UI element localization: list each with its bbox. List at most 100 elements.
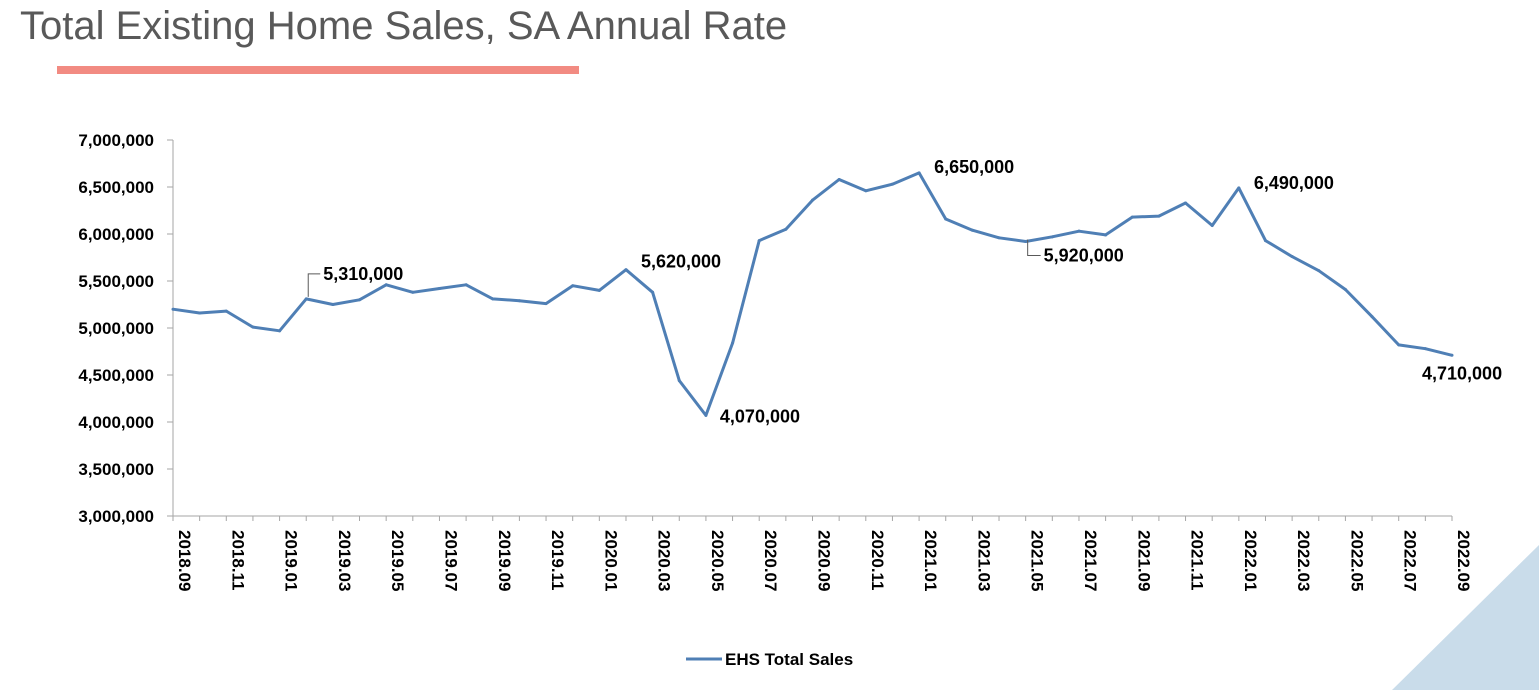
data-point — [1370, 315, 1374, 319]
data-point — [811, 198, 814, 202]
data-point — [491, 297, 495, 301]
data-point — [517, 299, 521, 303]
data-point — [837, 177, 841, 181]
data-point — [757, 239, 761, 243]
x-tick-label: 2020.03 — [655, 530, 674, 591]
data-point — [597, 288, 601, 292]
data-point — [1450, 353, 1454, 357]
y-tick-label: 6,000,000 — [78, 225, 154, 244]
x-tick-label: 2021.05 — [1028, 530, 1047, 591]
data-point — [251, 325, 255, 329]
x-tick-label: 2019.09 — [495, 530, 514, 591]
x-tick-label: 2022.05 — [1347, 530, 1366, 591]
page-title: Total Existing Home Sales, SA Annual Rat… — [20, 4, 788, 48]
x-tick-label: 2018.11 — [228, 530, 247, 591]
y-axis: 3,000,000 3,500,000 4,000,000 4,500,000 5,00… — [78, 131, 174, 526]
data-point — [437, 287, 441, 291]
data-label: 4,070,000 — [720, 406, 800, 426]
data-point — [677, 379, 681, 383]
data-label-leader — [307, 273, 321, 297]
data-point — [1317, 269, 1321, 273]
data-point — [1157, 214, 1161, 218]
data-point — [624, 268, 628, 272]
x-tick-label: 2019.03 — [335, 530, 354, 591]
x-tick-label: 2019.01 — [282, 530, 301, 591]
data-point — [997, 236, 1001, 240]
data-point — [970, 228, 974, 232]
x-tick-label: 2019.07 — [441, 530, 460, 591]
x-tick-label: 2022.01 — [1241, 530, 1260, 591]
series-layer — [171, 171, 1454, 417]
x-axis: 2018.09 2018.11 2019.01 2019.03 2019.05 2019.… — [172, 515, 1473, 591]
data-point — [1024, 240, 1028, 244]
data-point — [1263, 239, 1267, 243]
data-point — [1130, 215, 1134, 219]
x-tick-label: 2021.11 — [1188, 530, 1207, 591]
data-point — [1237, 186, 1241, 190]
data-point — [411, 290, 415, 294]
x-tick-label: 2022.03 — [1294, 530, 1313, 591]
data-label-leader — [1027, 239, 1041, 257]
data-label: 5,310,000 — [323, 264, 403, 284]
data-point — [384, 283, 388, 287]
x-tick-label: 2019.11 — [548, 530, 567, 591]
data-point — [651, 290, 655, 294]
data-point — [1397, 343, 1401, 347]
x-tick-label: 2020.01 — [601, 530, 620, 591]
x-tick-label: 2020.11 — [868, 530, 887, 591]
data-point — [198, 311, 202, 315]
data-label: 5,620,000 — [641, 252, 721, 272]
data-point — [1343, 287, 1347, 291]
data-point — [464, 283, 468, 287]
title-underline — [57, 66, 579, 74]
annotation-layer: 5,310,000 5,620,000 4,070,000 6,650,000 5,92… — [307, 157, 1502, 426]
series-line-ehs-total-sales — [172, 171, 1453, 417]
data-label: 5,920,000 — [1044, 246, 1124, 266]
y-tick-label: 4,000,000 — [78, 413, 154, 432]
y-tick-label: 7,000,000 — [78, 131, 154, 150]
y-tick-label: 4,500,000 — [78, 366, 154, 385]
data-point — [1077, 229, 1081, 233]
x-tick-label: 2021.01 — [921, 530, 940, 591]
legend-label: EHS Total Sales — [725, 650, 853, 669]
data-point — [171, 307, 175, 311]
y-tick-label: 5,000,000 — [78, 319, 154, 338]
data-point — [1050, 235, 1054, 239]
x-tick-label: 2021.07 — [1081, 530, 1100, 591]
data-point — [1104, 233, 1108, 237]
data-point — [1184, 201, 1188, 205]
data-label: 4,710,000 — [1422, 363, 1502, 383]
x-tick-label: 2021.03 — [974, 530, 993, 591]
data-point — [571, 284, 575, 288]
x-tick-label: 2021.09 — [1134, 530, 1153, 591]
data-point — [704, 413, 708, 417]
data-point — [864, 189, 868, 193]
y-tick-label: 5,500,000 — [78, 272, 154, 291]
y-tick-label: 3,000,000 — [78, 507, 154, 526]
x-tick-label: 2020.09 — [815, 530, 834, 591]
data-point — [304, 297, 308, 301]
x-tick-label: 2020.05 — [708, 530, 727, 591]
x-tick-label: 2019.05 — [388, 530, 407, 591]
data-point — [917, 171, 921, 175]
data-point — [1290, 255, 1294, 259]
data-point — [358, 298, 362, 302]
data-point — [890, 182, 894, 186]
corner-triangle — [1392, 545, 1539, 690]
data-point — [278, 329, 282, 333]
data-point — [731, 341, 735, 345]
y-tick-label: 6,500,000 — [78, 178, 154, 197]
legend: EHS Total Sales — [686, 650, 853, 669]
x-tick-label: 2020.07 — [761, 530, 780, 591]
data-point — [944, 217, 948, 221]
x-tick-label: 2022.07 — [1401, 530, 1420, 591]
x-tick-label: 2018.09 — [175, 530, 194, 591]
data-point — [544, 302, 548, 306]
data-label: 6,490,000 — [1254, 173, 1334, 193]
data-label: 6,650,000 — [934, 157, 1014, 177]
data-point — [224, 309, 228, 313]
data-point — [331, 303, 335, 306]
data-point — [1423, 347, 1427, 351]
